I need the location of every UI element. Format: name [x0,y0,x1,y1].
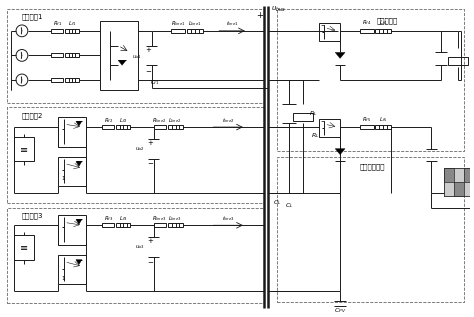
Text: $i_{line3}$: $i_{line3}$ [222,214,235,223]
Polygon shape [335,149,345,155]
Text: $L_{f4}$: $L_{f4}$ [379,18,388,28]
Bar [375,125,391,129]
Bar [116,223,130,227]
Text: +: + [146,48,152,54]
Text: +: + [256,11,263,20]
Bar [277,157,464,302]
Bar [7,107,264,203]
Bar [154,125,166,129]
Bar [102,223,114,227]
Text: $1$: $1$ [61,174,66,182]
Polygon shape [76,260,82,265]
Text: $R_L$: $R_L$ [310,132,319,140]
Text: $L_{f5}$: $L_{f5}$ [379,115,388,124]
Bar [51,29,63,33]
Bar [168,125,183,129]
Text: $-$: $-$ [320,23,327,28]
Bar [444,168,474,196]
Text: $C_{PV}$: $C_{PV}$ [334,306,346,315]
Text: $u_{o1}$: $u_{o1}$ [132,54,142,61]
Text: +: + [147,238,154,244]
Text: $L_{f3}$: $L_{f3}$ [119,214,128,223]
Text: $R_{f5}$: $R_{f5}$ [362,115,371,124]
Bar [102,125,114,129]
Bar [444,168,454,182]
Bar [375,29,391,33]
Text: $-$: $-$ [147,258,154,264]
Bar [100,21,138,90]
Text: $-$: $-$ [145,67,152,73]
Bar [116,125,130,129]
Bar [51,78,63,82]
Bar [58,157,86,186]
Text: $u_{bus}$: $u_{bus}$ [272,5,286,14]
Text: $1$: $1$ [61,274,66,282]
Text: $R_{f4}$: $R_{f4}$ [362,18,371,28]
Text: $C_{f1}$: $C_{f1}$ [150,78,159,87]
Bar [360,125,374,129]
Bar [7,9,264,102]
Bar [14,235,34,260]
Bar [293,113,313,121]
Text: $-$: $-$ [147,159,154,165]
Bar [65,78,79,82]
Text: $C_L$: $C_L$ [273,198,282,207]
Polygon shape [76,121,82,126]
Bar [454,182,464,196]
Text: 恒功率负载: 恒功率负载 [377,18,398,24]
Text: $i_{line1}$: $i_{line1}$ [226,20,238,29]
Polygon shape [76,219,82,224]
Text: $R_L$: $R_L$ [309,109,317,118]
Bar [65,29,79,33]
Text: $C_L$: $C_L$ [285,201,293,210]
Text: $L_{f2}$: $L_{f2}$ [119,116,128,125]
Bar [154,223,166,227]
Text: $L_{line2}$: $L_{line2}$ [168,116,182,125]
Bar [360,29,374,33]
Text: $L_{line1}$: $L_{line1}$ [188,20,201,29]
Bar [464,182,474,196]
Text: $-$: $-$ [320,119,327,124]
Text: $R_{f2}$: $R_{f2}$ [104,116,113,125]
Bar [187,29,202,33]
Bar [168,223,183,227]
Bar [444,182,454,196]
Text: $R_{line1}$: $R_{line1}$ [171,20,185,29]
Polygon shape [118,60,126,65]
Text: $R_{f1}$: $R_{f1}$ [53,20,62,29]
Text: $R_{line3}$: $R_{line3}$ [152,214,167,223]
Bar [454,168,464,182]
Text: +: + [147,140,154,146]
Bar [14,137,34,161]
Polygon shape [76,161,82,166]
Bar [58,255,86,284]
Text: $\equiv$: $\equiv$ [18,144,29,154]
Text: $R_{line2}$: $R_{line2}$ [152,116,166,125]
Text: $u_{o2}$: $u_{o2}$ [135,145,145,153]
Text: $u_{o3}$: $u_{o3}$ [135,243,145,251]
Text: $i_{line2}$: $i_{line2}$ [222,116,235,125]
Polygon shape [335,52,345,58]
Bar [319,23,340,41]
Text: $R_{f3}$: $R_{f3}$ [104,214,113,223]
Bar [7,208,264,303]
Bar [319,119,340,137]
Bar [58,117,86,147]
Text: $L_{line3}$: $L_{line3}$ [168,214,182,223]
Text: $\equiv$: $\equiv$ [18,242,29,252]
Bar [448,57,468,65]
Bar [58,216,86,245]
Bar [51,54,63,57]
Bar [171,29,185,33]
Text: 源换流器1: 源换流器1 [22,14,44,20]
Text: $L_{f1}$: $L_{f1}$ [68,20,76,29]
Bar [464,168,474,182]
Bar [65,54,79,57]
Bar [277,9,464,151]
Text: 源换流器3: 源换流器3 [22,212,44,219]
Text: 源换流器2: 源换流器2 [22,112,43,119]
Text: 光伏发电单元: 光伏发电单元 [360,163,385,170]
